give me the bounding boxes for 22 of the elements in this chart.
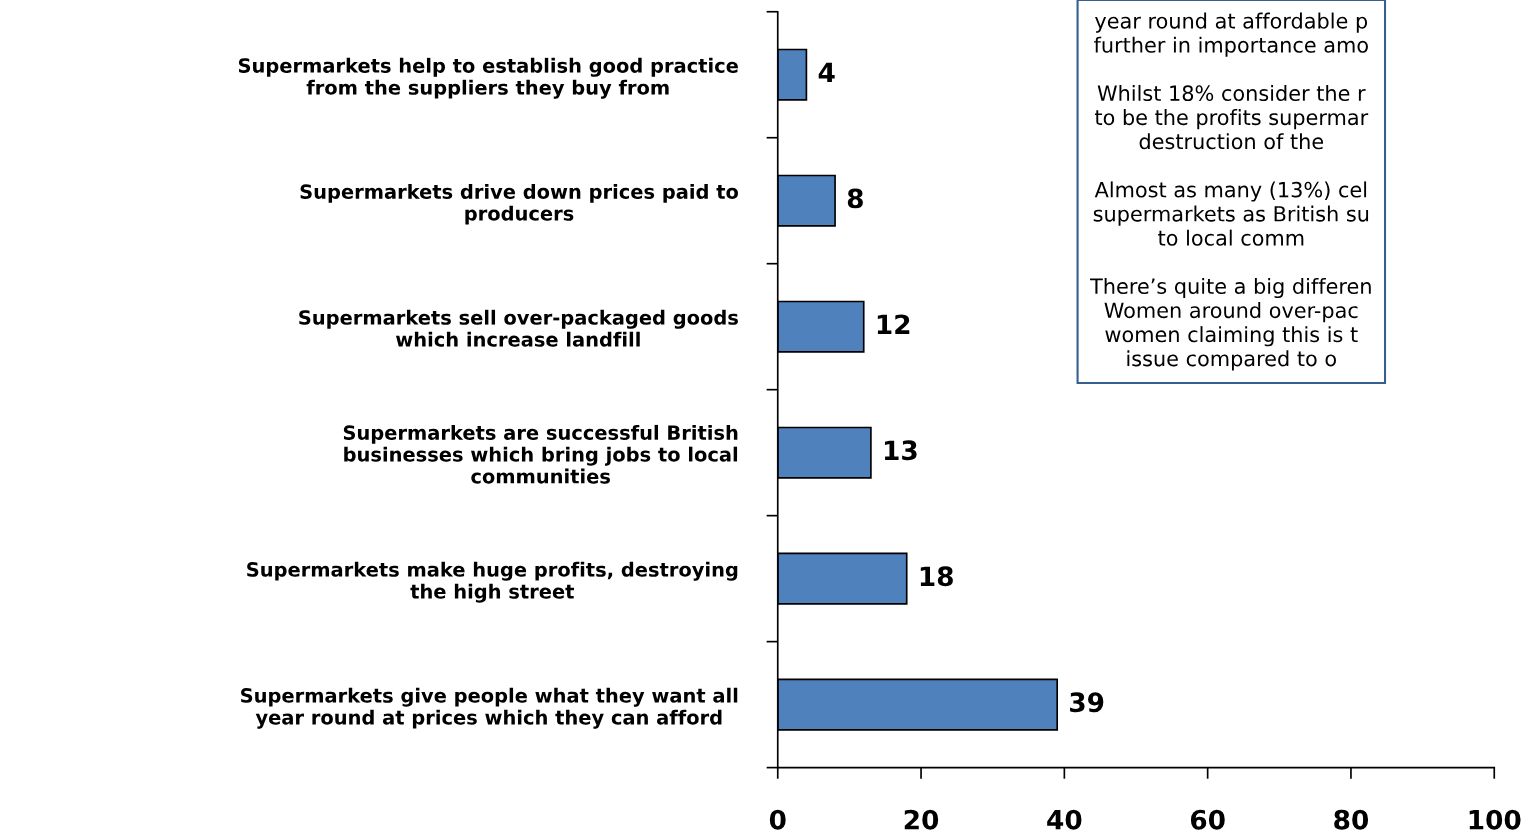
x-tick-label: 60 bbox=[1190, 809, 1225, 830]
annotation: Whilst 18% consider the r to be the profits supermar destruction of the bbox=[1094, 84, 1369, 150]
y-tick-label: Supermarkets give people what they want all year round at prices which they can afford bbox=[241, 687, 738, 729]
annotation: There’s quite a big differen Women around over-pac women claiming this is t issue compared to o bbox=[1090, 277, 1371, 371]
data-label: 13 bbox=[884, 440, 917, 461]
data-label: 39 bbox=[1070, 692, 1104, 713]
y-tick-label: Supermarkets are successful British businesses which bring jobs to local communities bbox=[343, 424, 738, 484]
x-tick-label: 40 bbox=[1047, 809, 1082, 830]
data-label: 4 bbox=[818, 62, 835, 82]
data-label: 8 bbox=[847, 188, 863, 209]
x-tick-label: 80 bbox=[1334, 809, 1369, 830]
annotation: year round at affordable p further in importance amo bbox=[1094, 12, 1368, 57]
x-tick-label: 20 bbox=[904, 809, 939, 830]
annotation: Almost as many (13%) cel supermarkets as British su to local comm bbox=[1093, 181, 1369, 246]
y-tick-label: Supermarkets help to establish good practice from the suppliers they buy from bbox=[238, 57, 738, 99]
data-label: 18 bbox=[920, 566, 953, 587]
x-tick-label: 0 bbox=[769, 809, 786, 830]
y-tick-label: Supermarkets make huge profits, destroying the high street bbox=[247, 561, 738, 603]
y-tick-label: Supermarkets drive down prices paid to producers bbox=[300, 183, 739, 225]
data-label: 12 bbox=[877, 314, 910, 334]
x-tick-label: 100 bbox=[1469, 809, 1521, 830]
y-tick-label: Supermarkets sell over-packaged goods which increase landfill bbox=[299, 309, 738, 347]
